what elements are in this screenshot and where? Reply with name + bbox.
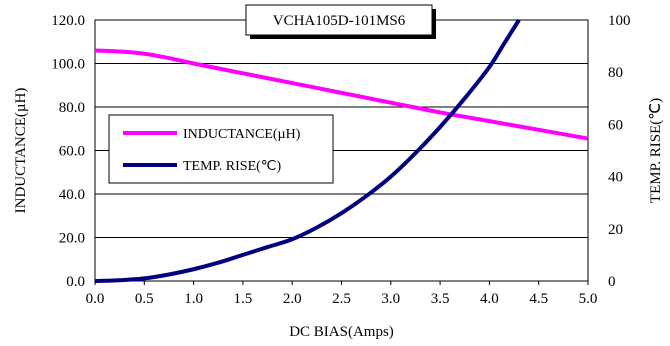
legend-frame	[108, 114, 334, 184]
x-tick-label: 3.5	[431, 291, 450, 307]
y-axis-ticks: 0.0 20.0 40.0 60.0 80.0 100.0 120.0	[51, 13, 85, 290]
series-line-temp-rise	[94, 18, 521, 283]
x-axis-title: DC BIAS(Amps)	[289, 324, 394, 340]
y-tick-label: 0.0	[66, 274, 85, 290]
x-tick-label: 4.5	[529, 291, 548, 307]
x-tick-label: 1.0	[184, 291, 203, 307]
series-layer	[94, 18, 589, 283]
x-tick-label: 0.5	[135, 291, 154, 307]
y-tick-label: 80.0	[59, 100, 85, 116]
y-tick-label: 100.0	[51, 57, 85, 73]
x-tick-label: 4.0	[480, 291, 499, 307]
x-tick-label: 2.5	[332, 291, 351, 307]
y2-tick-label: 20	[608, 222, 623, 238]
y2-tick-label: 0	[608, 274, 616, 290]
x-tick-label: 5.0	[579, 291, 598, 307]
y2-axis-title: TEMP. RISE(℃)	[648, 98, 664, 203]
x-tick-label: 2.0	[283, 291, 302, 307]
y-tick-label: 60.0	[59, 144, 85, 160]
y-tick-label: 120.0	[51, 13, 85, 29]
y2-tick-label: 100	[608, 13, 631, 29]
y-axis-title: INDUCTANCE(µH)	[13, 88, 29, 214]
x-tick-label: 1.5	[234, 291, 253, 307]
title-frame	[245, 4, 433, 36]
legend-label-temp-rise: TEMP. RISE(℃)	[183, 159, 282, 174]
y2-tick-label: 80	[608, 65, 623, 81]
y2-tick-label: 40	[608, 170, 623, 186]
chart-title-box: VCHA105D-101MS6	[245, 4, 436, 39]
y-tick-label: 40.0	[59, 187, 85, 203]
x-axis-ticks: 0.0 0.5 1.0 1.5 2.0 2.5 3.0 3.5 4.0 4.5 5.0	[86, 281, 598, 307]
chart-title: VCHA105D-101MS6	[273, 13, 406, 29]
series-line-inductance	[94, 48, 589, 141]
y-tick-label: 20.0	[59, 231, 85, 247]
legend-label-inductance: INDUCTANCE(µH)	[183, 127, 301, 142]
y2-axis-ticks: 0 20 40 60 80 100	[608, 13, 631, 290]
x-tick-label: 3.0	[381, 291, 400, 307]
y2-tick-label: 60	[608, 117, 623, 133]
legend: INDUCTANCE(µH) TEMP. RISE(℃)	[108, 114, 334, 184]
x-tick-label: 0.0	[86, 291, 105, 307]
